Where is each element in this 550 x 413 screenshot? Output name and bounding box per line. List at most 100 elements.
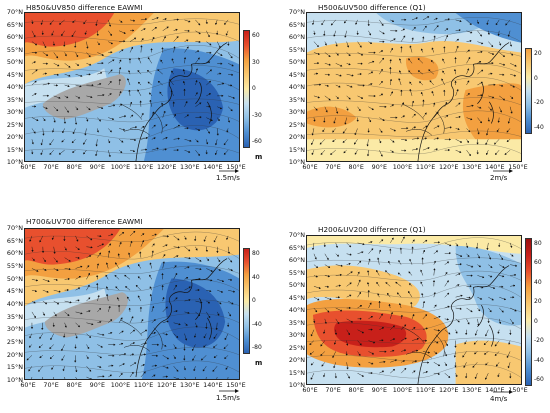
latitude-tick-label: 45°N (6, 287, 23, 296)
colorbar (525, 238, 532, 386)
colorbar-tick-label: 20 (534, 50, 542, 57)
latitude-tick-label: 20°N (6, 350, 23, 359)
longitude-tick-label: 80°E (66, 163, 82, 171)
difference-field-map (25, 13, 239, 161)
latitude-tick-label: 50°N (288, 58, 305, 66)
longitude-tick-label: 60°E (302, 386, 318, 394)
latitude-tick-label: 30°N (6, 108, 23, 116)
colorbar-tick-label: 60 (252, 32, 260, 39)
map-plot-area (24, 12, 240, 162)
colorbar-tick-label: -20 (534, 99, 544, 107)
latitude-tick-label: 70°N (288, 8, 305, 16)
latitude-tick-label: 55°N (288, 45, 305, 54)
colorbar-tick-label: -40 (534, 356, 544, 364)
latitude-tick-label: 60°N (6, 249, 23, 258)
panel-title: H700&UV700 difference EAWMI (26, 217, 143, 226)
longitude-tick-label: 120°E (438, 163, 459, 171)
longitude-tick-label: 130°E (180, 381, 200, 389)
latitude-tick-label: 15°N (6, 363, 23, 372)
latitude-tick-label: 35°N (6, 95, 23, 104)
longitude-tick-label: 100°E (110, 381, 131, 389)
colorbar-tick-label: 0 (534, 74, 538, 82)
longitude-tick-label: 100°E (392, 163, 413, 171)
longitude-tick-label: 70°E (325, 386, 341, 394)
longitude-tick-label: 150°E (508, 163, 528, 171)
latitude-tick-label: 25°N (6, 338, 23, 346)
longitude-tick-label: 130°E (462, 163, 482, 171)
longitude-tick-label: 120°E (156, 381, 177, 389)
latitude-tick-label: 25°N (288, 120, 305, 129)
latitude-tick-label: 15°N (288, 145, 305, 154)
latitude-tick-label: 10°N (6, 158, 23, 166)
colorbar-tick-label: 20 (534, 298, 542, 306)
panel-title: H200&UV200 difference (Q1) (318, 225, 426, 234)
longitude-tick-label: 80°E (66, 381, 82, 389)
panel-title: H850&UV850 difference EAWMI (26, 3, 143, 12)
colorbar-tick-label: 40 (534, 278, 542, 286)
latitude-tick-label: 55°N (6, 45, 23, 54)
longitude-tick-label: 110°E (415, 163, 436, 171)
reference-vector-label: 4m/s (490, 395, 508, 403)
colorbar-unit: m (255, 359, 263, 367)
colorbar-tick-label: -30 (252, 111, 262, 119)
longitude-tick-label: 140°E (485, 163, 505, 171)
longitude-tick-label: 150°E (226, 163, 246, 171)
colorbar-tick-label: 0 (252, 297, 256, 304)
colorbar-tick-label: 0 (252, 85, 256, 92)
latitude-tick-label: 25°N (288, 343, 305, 352)
longitude-tick-label: 60°E (20, 381, 36, 389)
latitude-tick-label: 40°N (6, 300, 23, 308)
map-plot-area (306, 235, 522, 385)
latitude-tick-label: 35°N (288, 95, 305, 104)
latitude-tick-label: 35°N (6, 312, 23, 321)
reference-vector-label: 1.5m/s (216, 394, 240, 402)
colorbar-tick-label: -20 (534, 337, 544, 345)
latitude-tick-label: 50°N (6, 274, 23, 283)
reference-vector-label: 1.5m/s (216, 174, 240, 182)
latitude-tick-label: 20°N (288, 133, 305, 141)
latitude-tick-label: 20°N (288, 356, 305, 364)
latitude-tick-label: 40°N (288, 83, 305, 91)
latitude-tick-label: 55°N (288, 268, 305, 277)
longitude-tick-label: 120°E (438, 386, 459, 394)
latitude-tick-label: 40°N (6, 83, 23, 91)
latitude-tick-label: 45°N (288, 70, 305, 79)
longitude-tick-label: 150°E (226, 381, 246, 389)
colorbar-tick-label: -60 (534, 376, 544, 383)
longitude-tick-label: 80°E (348, 163, 364, 171)
latitude-tick-label: 60°N (288, 33, 305, 41)
longitude-tick-label: 70°E (325, 163, 341, 171)
longitude-tick-label: 140°E (485, 386, 505, 394)
colorbar-tick-label: 0 (534, 317, 538, 325)
colorbar-tick-label: 80 (252, 250, 260, 257)
longitude-tick-label: 150°E (508, 386, 528, 394)
longitude-tick-label: 60°E (302, 163, 318, 171)
latitude-tick-label: 45°N (6, 70, 23, 79)
colorbar-tick-label: -40 (534, 124, 544, 131)
latitude-tick-label: 65°N (288, 243, 305, 252)
colorbar-tick-label: -40 (252, 320, 262, 328)
colorbar-tick-label: -80 (252, 344, 262, 351)
latitude-tick-label: 40°N (288, 306, 305, 314)
colorbar-tick-label: 30 (252, 58, 260, 66)
longitude-tick-label: 90°E (89, 381, 106, 389)
latitude-tick-label: 65°N (288, 20, 305, 29)
longitude-tick-label: 80°E (348, 386, 364, 394)
longitude-tick-label: 110°E (133, 381, 154, 389)
reference-vector-arrow (219, 169, 239, 173)
latitude-tick-label: 50°N (6, 58, 23, 66)
latitude-tick-label: 35°N (288, 318, 305, 327)
reference-vector-arrow (493, 169, 513, 173)
latitude-tick-label: 30°N (6, 325, 23, 334)
longitude-tick-label: 110°E (133, 163, 154, 171)
longitude-tick-label: 100°E (392, 386, 413, 394)
longitude-tick-label: 110°E (415, 386, 436, 394)
latitude-tick-label: 70°N (6, 8, 23, 16)
map-plot-area (24, 228, 240, 380)
latitude-tick-label: 65°N (6, 236, 23, 245)
latitude-tick-label: 15°N (6, 145, 23, 154)
latitude-tick-label: 20°N (6, 133, 23, 141)
longitude-tick-label: 130°E (462, 386, 482, 394)
longitude-tick-label: 70°E (43, 163, 59, 171)
longitude-tick-label: 90°E (371, 386, 388, 394)
